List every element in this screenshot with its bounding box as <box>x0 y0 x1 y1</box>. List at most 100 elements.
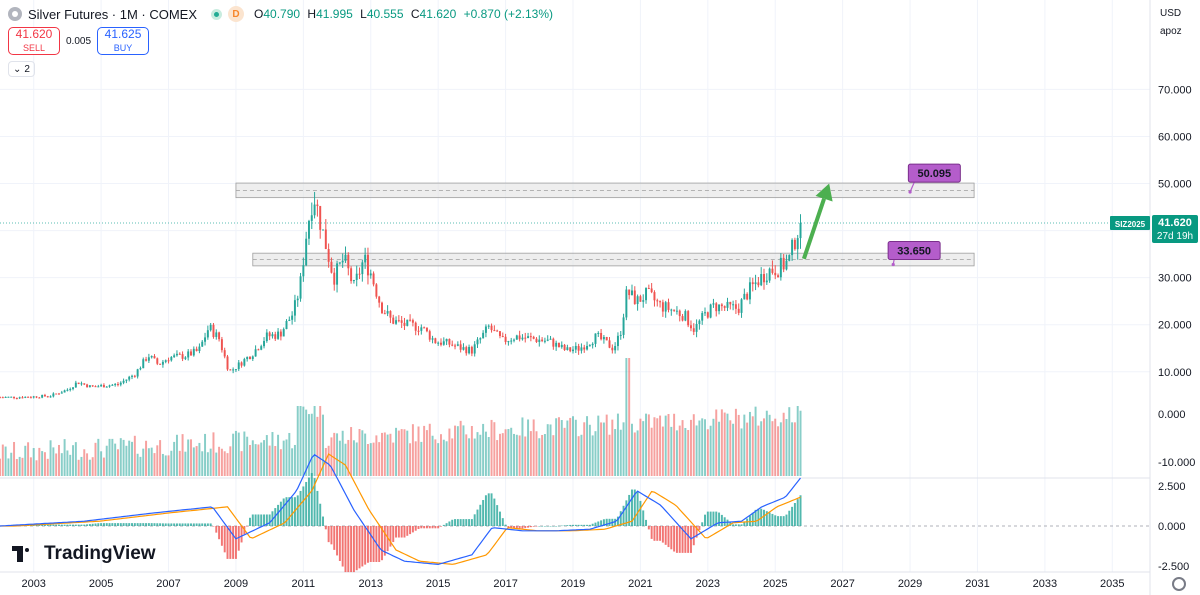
candle-body <box>529 336 532 338</box>
volume-bar <box>451 438 454 476</box>
candle-body <box>712 303 715 305</box>
macd-histogram-bar <box>100 523 103 526</box>
candle-body <box>136 369 139 377</box>
macd-histogram-bar <box>223 526 226 553</box>
candle-body <box>7 396 10 398</box>
time-tick-label: 2031 <box>965 578 989 590</box>
callout-pointer <box>909 181 915 193</box>
candle-body <box>220 339 223 351</box>
candle-body <box>324 229 327 250</box>
candle-body <box>566 347 569 350</box>
macd-histogram-bar <box>434 526 437 529</box>
candle-body <box>204 337 207 342</box>
settings-gear-icon[interactable] <box>1172 577 1186 591</box>
candle-body <box>437 342 440 344</box>
macd-histogram-bar <box>454 519 457 526</box>
macd-histogram-bar <box>364 526 367 565</box>
candle-body <box>114 384 117 386</box>
volume-bar <box>723 412 726 476</box>
macd-histogram-bar <box>395 526 398 538</box>
volume-bar <box>754 406 757 476</box>
macd-histogram-bar <box>642 510 645 526</box>
market-status-icon[interactable] <box>211 8 223 20</box>
volume-bar <box>768 414 771 476</box>
candle-body <box>352 279 355 282</box>
indicators-toggle-button[interactable]: ⌄ 2 <box>8 61 35 77</box>
volume-bar <box>201 451 204 476</box>
macd-histogram-bar <box>493 498 496 526</box>
interval-badge[interactable]: D <box>228 6 245 22</box>
macd-histogram-bar <box>198 523 201 526</box>
macd-histogram-bar <box>785 514 788 526</box>
volume-bar <box>777 426 780 476</box>
buy-button[interactable]: 41.625 BUY <box>97 27 150 55</box>
candle-body <box>240 362 243 366</box>
volume-bar <box>86 453 89 476</box>
candle-body <box>726 301 729 308</box>
macd-histogram-bar <box>366 526 369 563</box>
volume-bar <box>633 432 636 476</box>
volume-bar <box>428 423 431 476</box>
volume-bar <box>569 417 572 476</box>
volume-bar <box>226 453 229 476</box>
sell-button[interactable]: 41.620 SELL <box>8 27 60 55</box>
volume-bar <box>614 429 617 476</box>
macd-histogram-bar <box>156 523 159 526</box>
volume-bar <box>487 437 490 476</box>
volume-bar <box>66 450 69 476</box>
macd-histogram-bar <box>557 525 560 527</box>
macd-histogram-bar <box>38 524 41 526</box>
indicators-count: 2 <box>24 63 30 75</box>
volume-bar <box>223 451 226 476</box>
candle-body <box>125 379 128 381</box>
volume-bar <box>178 450 181 476</box>
volume-bar <box>712 418 715 476</box>
macd-histogram-bar <box>549 526 552 527</box>
volume-bar <box>18 456 21 476</box>
time-tick-label: 2009 <box>224 578 248 590</box>
tradingview-logo[interactable]: TradingView <box>12 543 156 565</box>
macd-histogram-bar <box>285 497 288 526</box>
candle-body <box>63 390 66 393</box>
candle-body <box>411 320 414 323</box>
volume-bar <box>496 440 499 476</box>
macd-histogram-bar <box>636 491 639 526</box>
macd-histogram-bar <box>594 522 597 526</box>
candle-body <box>60 392 63 394</box>
volume-bar <box>310 413 313 476</box>
macd-histogram-bar <box>521 526 524 529</box>
macd-histogram-bar <box>732 524 735 526</box>
symbol-title[interactable]: Silver Futures · 1M · COMEX <box>28 6 198 22</box>
volume-bar <box>529 431 532 476</box>
macd-histogram-bar <box>656 526 659 541</box>
volume-bar <box>352 440 355 476</box>
candle-body <box>246 356 249 360</box>
volume-bar <box>560 420 563 476</box>
scale-mode-selector[interactable]: apoz <box>1152 22 1200 40</box>
macd-histogram-bar <box>72 524 75 526</box>
candle-body <box>541 339 544 341</box>
candle-body <box>754 282 757 285</box>
candle-body <box>673 309 676 311</box>
candle-body <box>476 339 479 345</box>
candle-body <box>748 282 751 300</box>
candle-body <box>425 327 428 332</box>
volume-bar <box>546 424 549 476</box>
time-tick-label: 2025 <box>763 578 787 590</box>
candle-body <box>291 315 294 320</box>
candle-body <box>602 337 605 340</box>
candle-body <box>43 395 46 397</box>
volume-bar <box>296 406 299 476</box>
candle-body <box>409 319 412 321</box>
candle-body <box>190 351 192 356</box>
candle-body <box>333 272 336 285</box>
macd-histogram-bar <box>445 523 448 526</box>
volume-bar <box>726 413 729 476</box>
macd-histogram-bar <box>723 517 726 526</box>
volume-bar <box>647 414 650 476</box>
candles <box>0 191 802 400</box>
currency-selector[interactable]: USD <box>1152 4 1200 22</box>
grid <box>0 0 1151 595</box>
candle-body <box>41 395 44 398</box>
